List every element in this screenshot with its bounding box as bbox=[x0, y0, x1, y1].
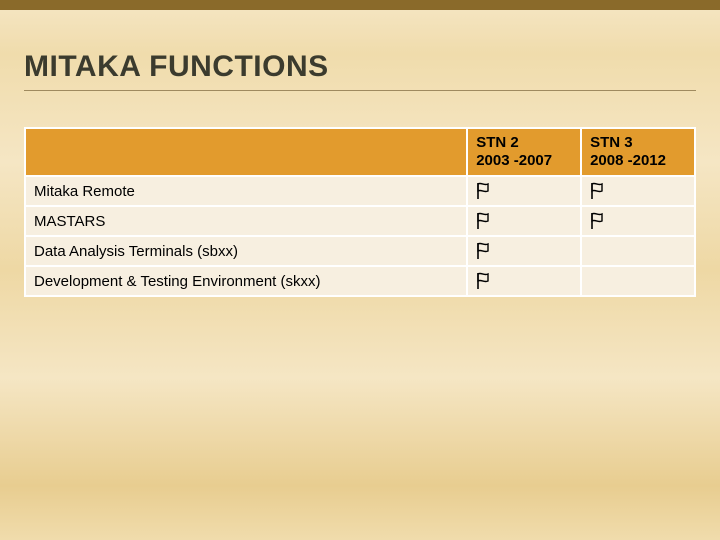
table-row: Mitaka Remote bbox=[25, 176, 695, 206]
header-blank bbox=[25, 128, 467, 176]
table-body: Mitaka Remote MASTARS Data Analysis Term… bbox=[25, 176, 695, 296]
flag-icon bbox=[476, 182, 572, 200]
stn2-cell bbox=[467, 206, 581, 236]
feature-cell: Mitaka Remote bbox=[25, 176, 467, 206]
stn2-cell bbox=[467, 176, 581, 206]
header-stn3-line2: 2008 -2012 bbox=[590, 152, 666, 169]
page-title: MITAKA FUNCTIONS bbox=[24, 50, 696, 84]
feature-cell: Data Analysis Terminals (sbxx) bbox=[25, 236, 467, 266]
slide-container: MITAKA FUNCTIONS STN 2 2003 -2007 STN 3 … bbox=[0, 0, 720, 297]
stn2-cell bbox=[467, 266, 581, 296]
header-stn2-line1: STN 2 bbox=[476, 134, 519, 151]
table-row: MASTARS bbox=[25, 206, 695, 236]
stn2-cell bbox=[467, 236, 581, 266]
header-stn2-line2: 2003 -2007 bbox=[476, 152, 552, 169]
table-header-row: STN 2 2003 -2007 STN 3 2008 -2012 bbox=[25, 128, 695, 176]
top-accent-bar bbox=[0, 0, 720, 10]
header-stn2: STN 2 2003 -2007 bbox=[467, 128, 581, 176]
flag-icon bbox=[590, 212, 686, 230]
feature-cell: MASTARS bbox=[25, 206, 467, 236]
stn3-cell bbox=[581, 176, 695, 206]
table-row: Data Analysis Terminals (sbxx) bbox=[25, 236, 695, 266]
feature-cell: Development & Testing Environment (skxx) bbox=[25, 266, 467, 296]
flag-icon bbox=[476, 272, 572, 290]
title-underline bbox=[24, 90, 696, 91]
stn3-cell bbox=[581, 206, 695, 236]
table-row: Development & Testing Environment (skxx) bbox=[25, 266, 695, 296]
stn3-cell bbox=[581, 266, 695, 296]
flag-icon bbox=[476, 212, 572, 230]
functions-table: STN 2 2003 -2007 STN 3 2008 -2012 Mitaka… bbox=[24, 127, 696, 297]
flag-icon bbox=[590, 182, 686, 200]
header-stn3-line1: STN 3 bbox=[590, 134, 633, 151]
stn3-cell bbox=[581, 236, 695, 266]
flag-icon bbox=[476, 242, 572, 260]
header-stn3: STN 3 2008 -2012 bbox=[581, 128, 695, 176]
